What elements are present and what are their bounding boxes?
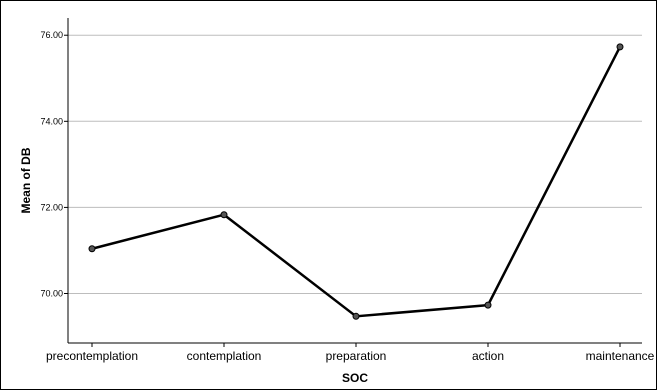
x-tick-label-maintenance: maintenance (586, 349, 655, 363)
axes (67, 18, 642, 344)
x-axis-title: SOC (342, 371, 368, 385)
data-point-preparation (352, 312, 360, 320)
x-tick-label-contemplation: contemplation (187, 349, 262, 363)
y-tick-labels: 70.00 72.00 74.00 76.00 (40, 30, 63, 298)
gridlines (64, 34, 642, 294)
data-point-contemplation (220, 211, 228, 219)
x-tick-labels: precontemplation contemplation preparation… (46, 343, 655, 363)
data-points (88, 43, 624, 320)
data-point-action (484, 301, 492, 309)
x-tick-label-preparation: preparation (326, 349, 387, 363)
y-axis-title: Mean of DB (19, 147, 33, 213)
series (91, 46, 622, 318)
y-tick-label-3: 76.00 (40, 30, 63, 40)
y-tick-label-1: 72.00 (40, 202, 63, 212)
y-tick-label-2: 74.00 (40, 116, 63, 126)
data-point-precontemplation (88, 245, 96, 253)
x-tick-label-precontemplation: precontemplation (46, 349, 138, 363)
x-tick-label-action: action (472, 349, 504, 363)
y-tick-label-0: 70.00 (40, 288, 63, 298)
series-line-0 (91, 46, 622, 318)
data-point-maintenance (616, 43, 624, 51)
